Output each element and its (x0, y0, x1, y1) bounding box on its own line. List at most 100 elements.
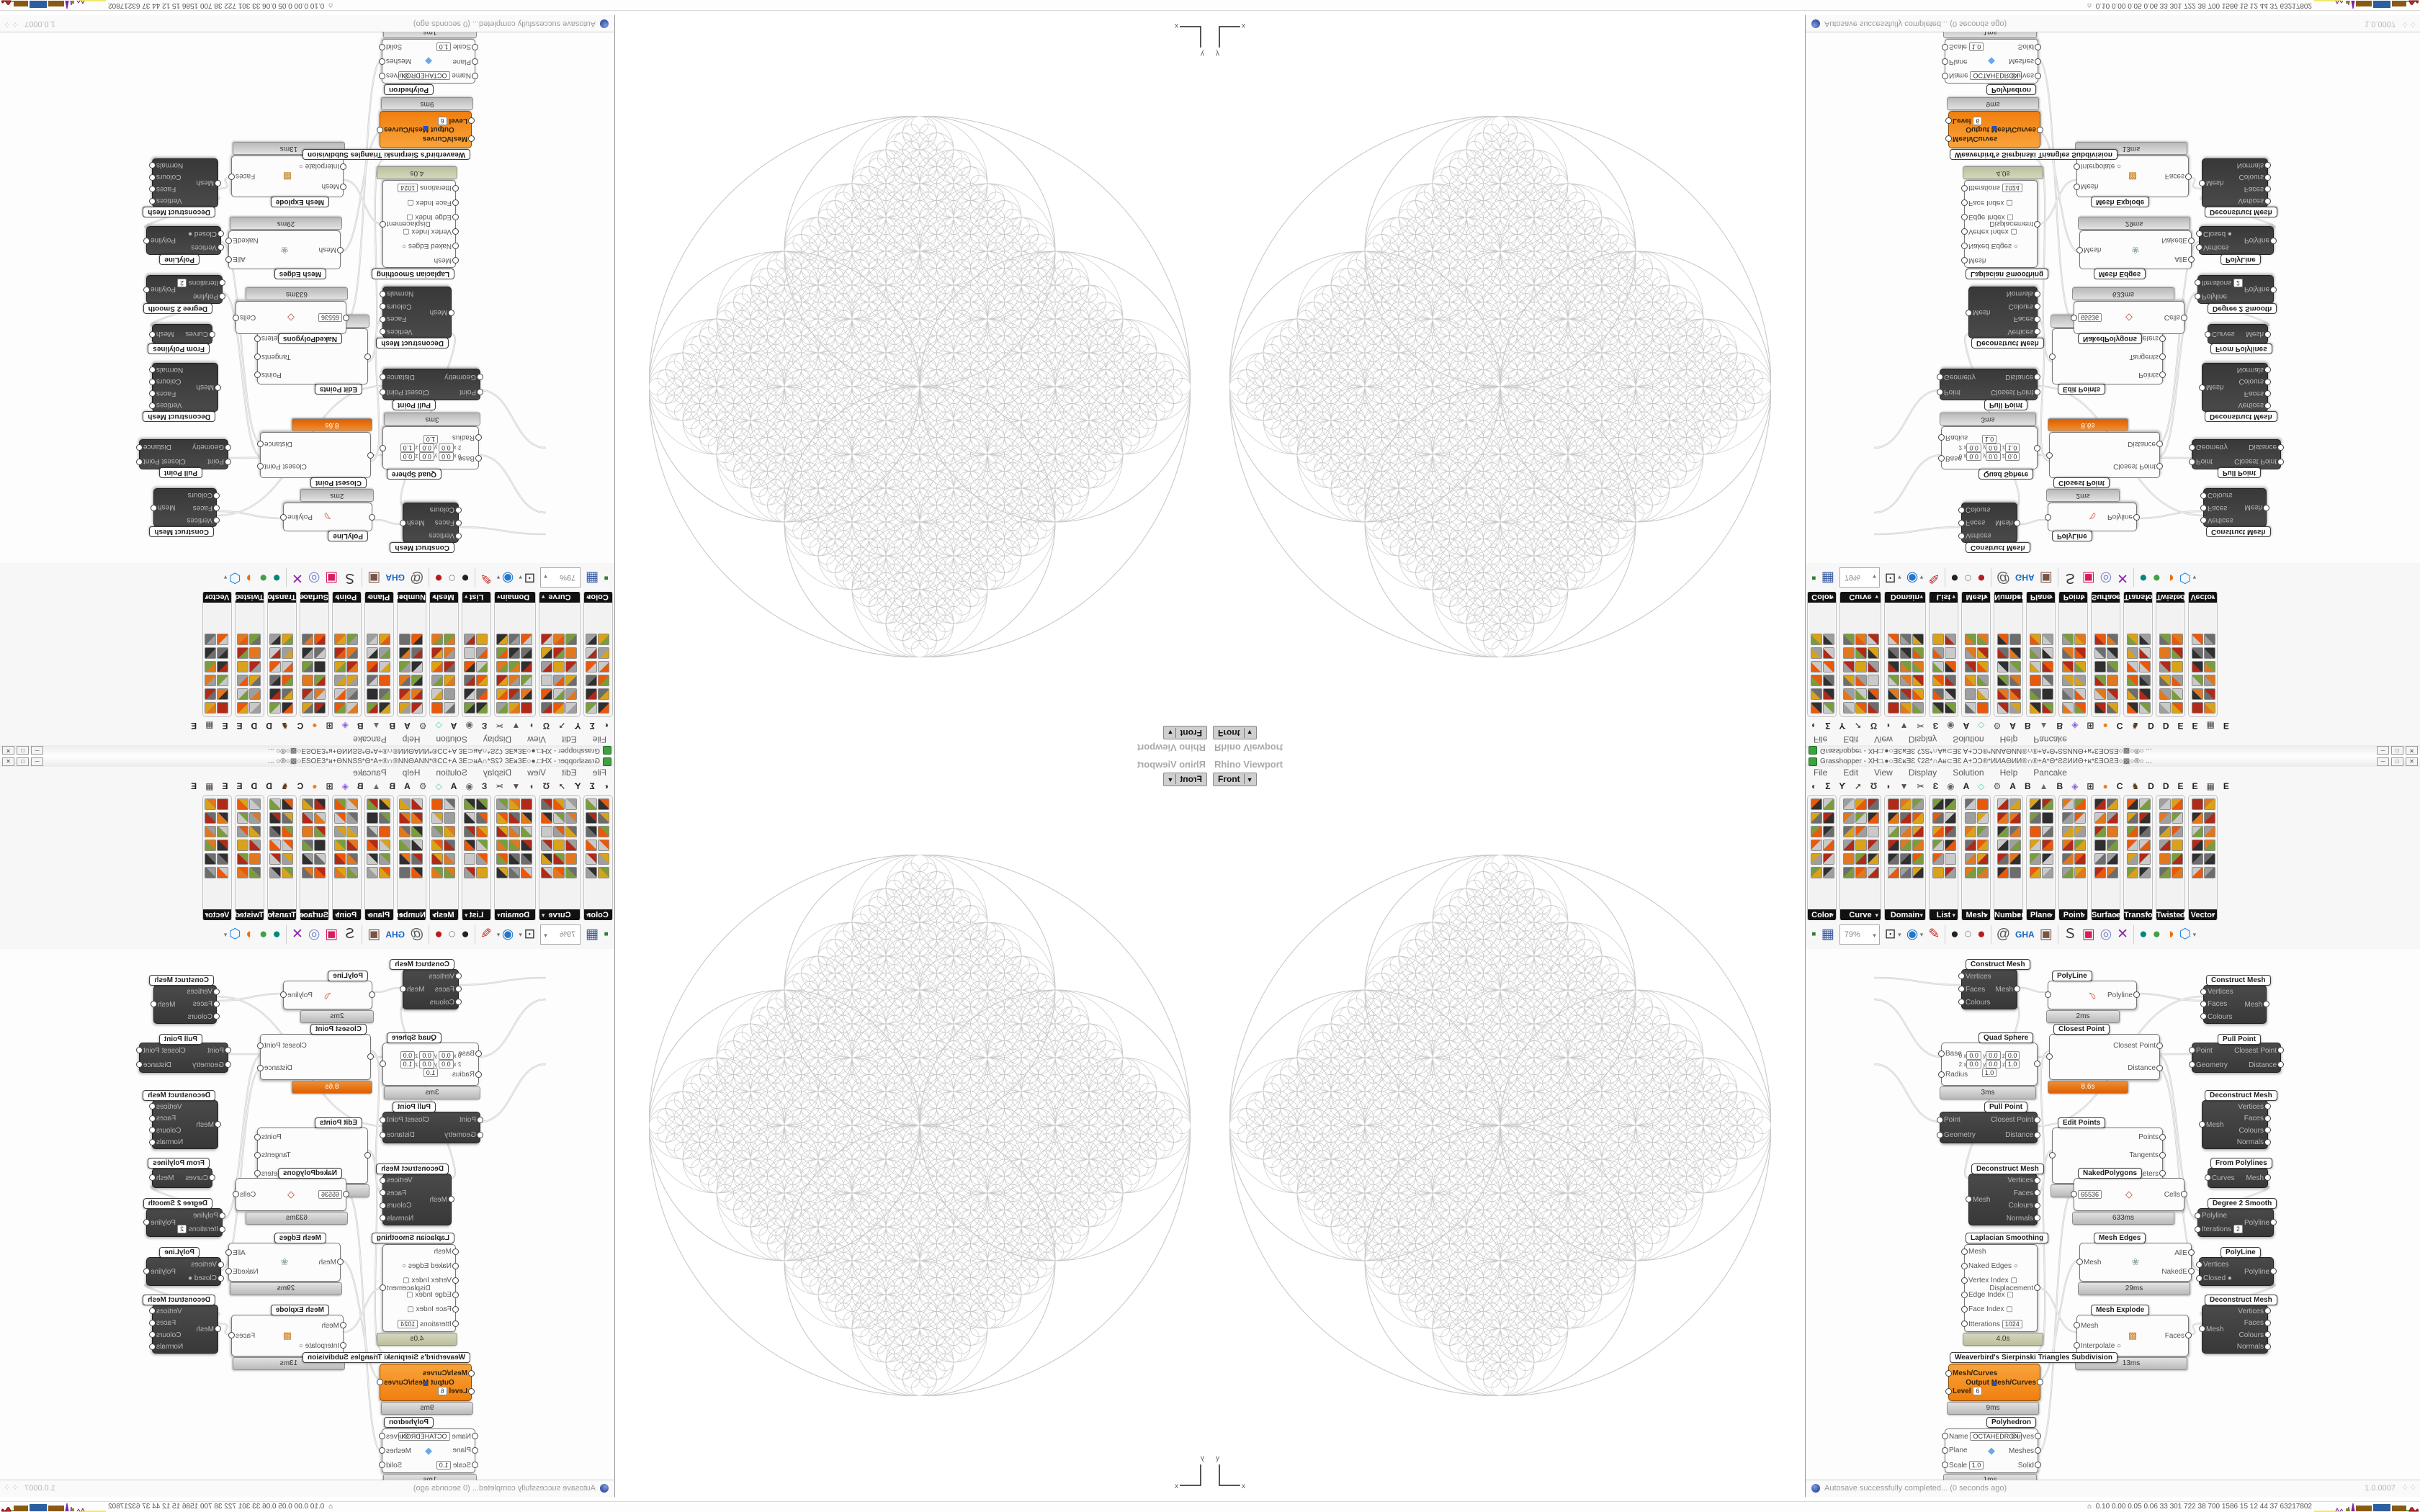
gh-node-construct-mesh[interactable]: Vertices Faces Colours Mesh (153, 488, 217, 527)
component-icon[interactable] (269, 661, 281, 672)
input-port-label[interactable]: Polyline (2202, 292, 2228, 301)
component-icon[interactable] (1855, 867, 1867, 878)
wires-icon[interactable]: ✕ (2117, 570, 2129, 585)
output-port-label[interactable]: Cells (2164, 1190, 2180, 1199)
menu-item-display[interactable]: Display (1908, 734, 1937, 744)
value-box[interactable]: 0.0 (1986, 444, 2001, 452)
component-icon[interactable] (1888, 688, 1899, 700)
gh-node-closest-point[interactable]: Closest Point Distance (260, 432, 371, 478)
component-icon[interactable] (249, 812, 261, 824)
component-icon[interactable] (2009, 702, 2021, 714)
component-icon[interactable] (399, 867, 411, 878)
component-icon[interactable] (565, 812, 577, 824)
component-icon[interactable] (2107, 812, 2118, 824)
output-port-label[interactable]: Vertices (156, 401, 182, 410)
category-tab-icon[interactable]: ● (2102, 781, 2108, 791)
component-icon[interactable] (508, 688, 520, 700)
component-icon[interactable] (521, 661, 532, 672)
shaded-cylinder-icon[interactable]: ○ (447, 927, 457, 942)
input-port[interactable] (2199, 384, 2205, 391)
component-icon[interactable] (476, 826, 488, 837)
new-icon[interactable]: ▪ (604, 927, 609, 942)
component-icon[interactable] (464, 798, 475, 810)
rendered-cylinder-icon[interactable]: ● (434, 927, 443, 942)
component-icon[interactable] (1900, 647, 1912, 659)
component-icon[interactable] (2042, 840, 2053, 851)
component-icon[interactable] (2074, 702, 2086, 714)
category-tab-icon[interactable]: ◉ (1947, 781, 1955, 791)
gh-node-deconstruct-mesh[interactable]: Mesh Vertices Faces Colours Normals (2202, 1305, 2268, 1354)
output-port[interactable] (2035, 44, 2041, 50)
close-button[interactable]: ✕ (2406, 746, 2418, 755)
gh-node-polyhedron[interactable]: Name OCTAHEDRON Plane Scale 1.0 Curves Meshe… (382, 39, 475, 84)
component-icon[interactable] (302, 812, 313, 824)
component-icon[interactable] (346, 647, 358, 659)
teal-material-icon[interactable]: ● (2139, 570, 2148, 585)
component-icon[interactable] (521, 688, 532, 700)
component-icon[interactable] (2062, 702, 2074, 714)
menu-item-edit[interactable]: Edit (561, 734, 577, 744)
output-port[interactable] (2270, 287, 2277, 293)
component-icon[interactable] (1932, 840, 1944, 851)
component-icon[interactable] (346, 840, 358, 851)
component-icon[interactable] (2192, 688, 2203, 700)
component-icon[interactable] (1843, 826, 1855, 837)
input-port-label[interactable]: Vertices (2208, 516, 2233, 524)
palette-panel-label[interactable]: Color ▾ (1808, 591, 1836, 603)
component-icon[interactable] (1977, 647, 1989, 659)
component-icon[interactable] (1823, 867, 1834, 878)
output-port[interactable] (2277, 1061, 2284, 1068)
component-icon[interactable] (237, 661, 248, 672)
gh-node-mesh-explode[interactable]: Mesh Interpolate ○ Faces ▩ (231, 156, 344, 197)
category-tab-icon[interactable]: ◗ (529, 781, 534, 791)
component-icon[interactable] (1811, 688, 1822, 700)
category-tab-icon[interactable]: Ƴ (1839, 721, 1846, 731)
component-icon[interactable] (496, 661, 508, 672)
component-icon[interactable] (598, 675, 609, 686)
component-icon[interactable] (2042, 688, 2053, 700)
gha-icon[interactable]: GHA (2015, 930, 2035, 940)
output-port[interactable] (280, 514, 287, 521)
category-tab-icon[interactable]: ▼ (1899, 721, 1909, 731)
component-icon[interactable] (1811, 661, 1822, 672)
input-port[interactable] (472, 73, 478, 79)
output-port[interactable] (2014, 986, 2020, 992)
component-icon[interactable] (2062, 798, 2074, 810)
output-port-label[interactable]: Vertices (156, 1307, 182, 1315)
component-icon[interactable] (1977, 634, 1989, 645)
component-icon[interactable] (282, 853, 293, 865)
input-port[interactable] (2196, 1261, 2202, 1268)
teal-material-icon[interactable]: ● (272, 927, 281, 942)
gh-node-closest-point[interactable]: Closest Point Distance (2049, 1034, 2160, 1080)
component-icon[interactable] (1855, 661, 1867, 672)
output-port[interactable] (2264, 1174, 2271, 1181)
gh-node-deconstruct-mesh[interactable]: Mesh Vertices Faces Colours Normals (152, 158, 218, 207)
save-icon[interactable]: ▦ (586, 570, 599, 585)
input-port[interactable] (1961, 185, 1968, 192)
teal-material-icon[interactable]: ● (272, 570, 281, 585)
search-icon[interactable]: Ｓ (343, 570, 357, 585)
category-tab-icon[interactable]: ⊞ (326, 781, 333, 791)
gh-node-weaverbird-s-sierpinski-triangles-subdivision[interactable]: Mesh/Curves Level 6 Output Mesh/Curves ▲ (380, 111, 472, 148)
gh-node-polyhedron[interactable]: Name OCTAHEDRON Plane Scale 1.0 Curves Meshe… (1945, 39, 2038, 84)
save-icon[interactable]: ▦ (1821, 570, 1834, 585)
input-port-label[interactable]: Mesh (196, 383, 214, 392)
zoom-level-input[interactable]: 79% ▾ (1839, 567, 1880, 588)
input-port[interactable] (452, 1277, 459, 1284)
search-icon[interactable]: Ｓ (2063, 927, 2077, 942)
component-icon[interactable] (508, 647, 520, 659)
output-port[interactable] (149, 1138, 156, 1146)
component-icon[interactable] (411, 688, 423, 700)
component-icon[interactable] (2139, 812, 2151, 824)
output-port-label[interactable]: Mesh (2244, 1000, 2262, 1009)
viewport-view-tab[interactable]: Front▼ (1213, 773, 1257, 786)
component-icon[interactable] (2172, 812, 2183, 824)
remote-icon[interactable]: @ (410, 927, 424, 942)
gh-node-polyhedron[interactable]: Name OCTAHEDRON Plane Scale 1.0 Curves Meshe… (1945, 1428, 2038, 1473)
component-icon[interactable] (1945, 798, 1956, 810)
component-icon[interactable] (2094, 798, 2106, 810)
input-port[interactable] (452, 214, 459, 220)
output-port-label[interactable]: Mesh (158, 1000, 176, 1009)
component-icon[interactable] (1811, 647, 1822, 659)
